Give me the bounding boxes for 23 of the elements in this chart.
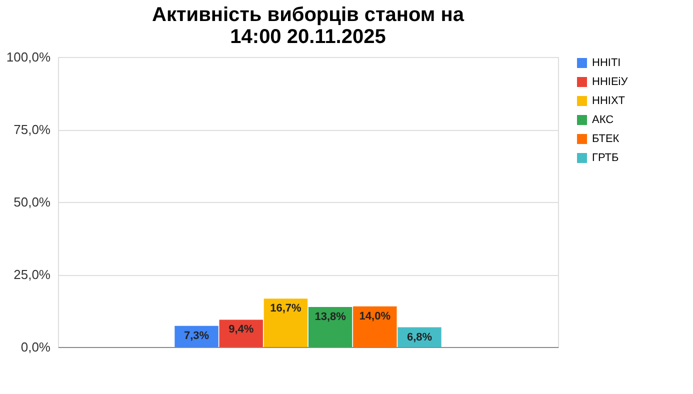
bar (353, 306, 397, 347)
y-tick-label: 100,0% (6, 50, 51, 64)
text: 14:00 20.11.2025 (230, 26, 386, 48)
data-label: 9,4% (228, 324, 254, 336)
data-label: 13,8% (314, 310, 346, 323)
data-label: 7,3% (184, 330, 210, 342)
y-tick-label: 75,0% (14, 122, 51, 137)
data-label: 6,8% (406, 331, 432, 344)
data-label: 14,0% (359, 310, 391, 322)
bar (308, 306, 352, 347)
y-tick-label: 25,0% (14, 267, 51, 282)
legend-label: БТЕК (592, 133, 620, 145)
y-tick-label: 0,0% (20, 340, 51, 354)
legend-label: ННІХТ (592, 95, 626, 107)
legend-label: ГРТБ (592, 152, 619, 164)
legend-label: ННІЕіУ (592, 76, 629, 88)
bar (264, 298, 308, 347)
y-tick-label: 50,0% (14, 194, 51, 210)
text: Активність виборців станом на (152, 4, 464, 26)
bar (219, 320, 263, 347)
legend-label: АКС (592, 114, 614, 126)
data-label: 16,7% (270, 302, 302, 315)
legend-label: ННІТІ (592, 57, 621, 69)
